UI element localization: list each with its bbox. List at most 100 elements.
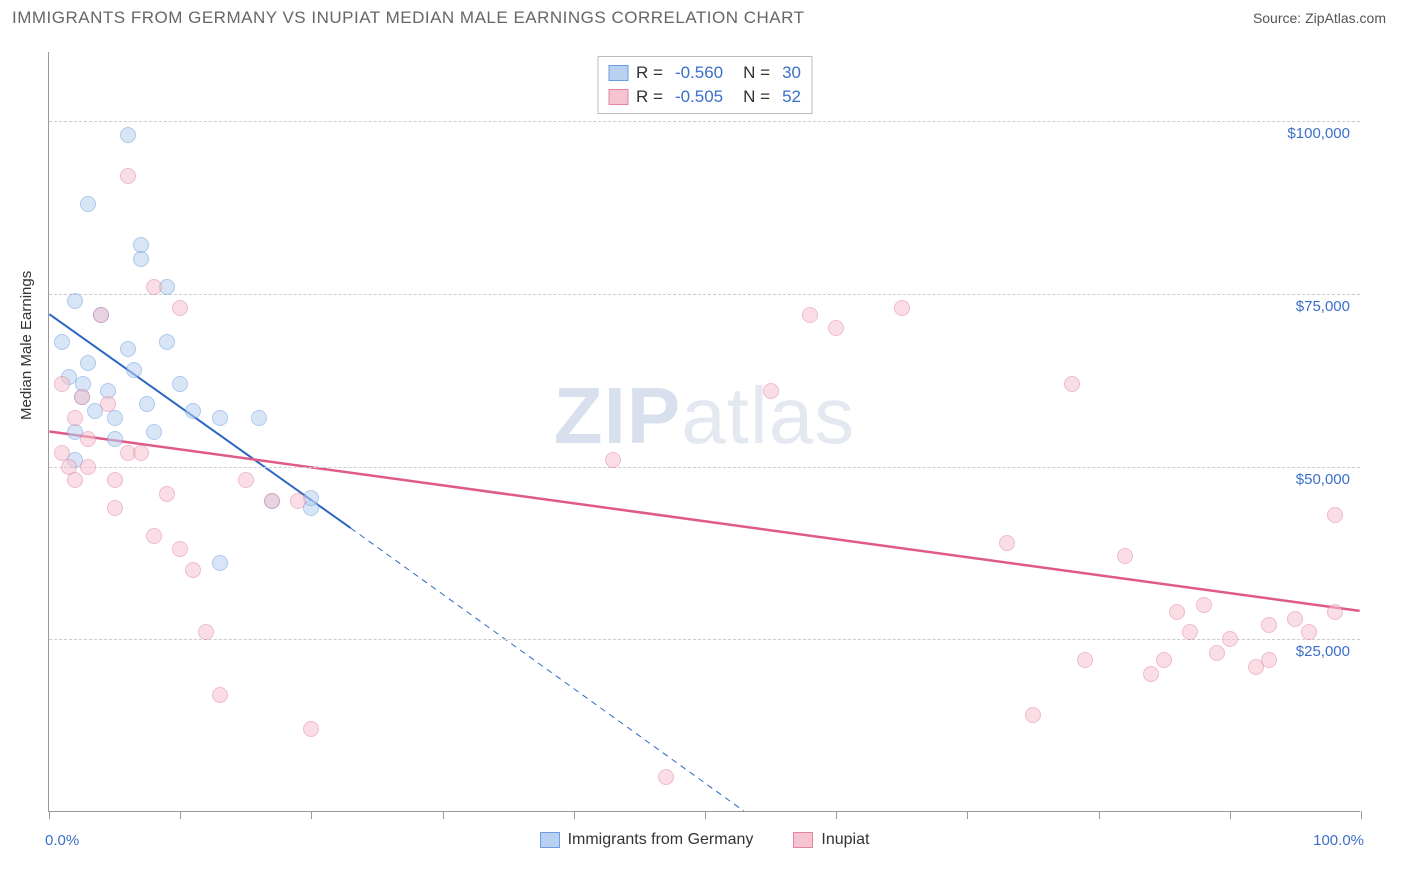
n-label-0: N = — [743, 63, 770, 83]
data-point — [1222, 631, 1238, 647]
data-point — [1182, 624, 1198, 640]
source-value: ZipAtlas.com — [1305, 10, 1386, 26]
gridline — [49, 467, 1360, 468]
legend-item-1: Inupiat — [793, 831, 869, 849]
x-tick — [574, 811, 575, 819]
data-point — [120, 168, 136, 184]
data-point — [658, 769, 674, 785]
y-tick-label: $50,000 — [1296, 471, 1350, 488]
data-point — [605, 452, 621, 468]
data-point — [80, 355, 96, 371]
legend-swatch-0 — [608, 65, 628, 81]
data-point — [172, 300, 188, 316]
data-point — [828, 320, 844, 336]
y-tick-label: $75,000 — [1296, 298, 1350, 315]
data-point — [120, 341, 136, 357]
data-point — [146, 528, 162, 544]
data-point — [185, 562, 201, 578]
data-point — [146, 424, 162, 440]
series-name-0: Immigrants from Germany — [568, 831, 754, 849]
data-point — [172, 376, 188, 392]
x-tick — [180, 811, 181, 819]
data-point — [93, 307, 109, 323]
n-label-1: N = — [743, 87, 770, 107]
data-point — [212, 687, 228, 703]
data-point — [1301, 624, 1317, 640]
data-point — [894, 300, 910, 316]
data-point — [107, 431, 123, 447]
legend-row-series-1: R = -0.505 N = 52 — [608, 85, 801, 109]
x-tick — [1230, 811, 1231, 819]
source-attribution: Source: ZipAtlas.com — [1253, 10, 1386, 26]
r-value-0: -0.560 — [675, 63, 723, 83]
data-point — [107, 500, 123, 516]
data-point — [80, 459, 96, 475]
data-point — [54, 334, 70, 350]
r-label-0: R = — [636, 63, 663, 83]
data-point — [251, 410, 267, 426]
data-point — [999, 535, 1015, 551]
data-point — [1327, 507, 1343, 523]
data-point — [763, 383, 779, 399]
data-point — [238, 472, 254, 488]
correlation-legend: R = -0.560 N = 30 R = -0.505 N = 52 — [597, 56, 812, 114]
legend-item-0: Immigrants from Germany — [540, 831, 754, 849]
data-point — [198, 624, 214, 640]
x-tick — [1099, 811, 1100, 819]
data-point — [1196, 597, 1212, 613]
data-point — [212, 410, 228, 426]
data-point — [159, 486, 175, 502]
data-point — [146, 279, 162, 295]
data-point — [1117, 548, 1133, 564]
data-point — [1169, 604, 1185, 620]
data-point — [1261, 652, 1277, 668]
legend-row-series-0: R = -0.560 N = 30 — [608, 61, 801, 85]
data-point — [212, 555, 228, 571]
gridline — [49, 294, 1360, 295]
data-point — [1025, 707, 1041, 723]
x-tick — [836, 811, 837, 819]
data-point — [133, 237, 149, 253]
data-point — [126, 362, 142, 378]
data-point — [67, 410, 83, 426]
data-point — [74, 389, 90, 405]
r-label-1: R = — [636, 87, 663, 107]
y-tick-label: $100,000 — [1287, 125, 1350, 142]
data-point — [120, 127, 136, 143]
data-point — [1209, 645, 1225, 661]
data-point — [107, 472, 123, 488]
n-value-0: 30 — [782, 63, 801, 83]
data-point — [107, 410, 123, 426]
x-tick — [443, 811, 444, 819]
chart-title: IMMIGRANTS FROM GERMANY VS INUPIAT MEDIA… — [12, 8, 804, 28]
gridline — [49, 121, 1360, 122]
x-tick — [705, 811, 706, 819]
r-value-1: -0.505 — [675, 87, 723, 107]
watermark-part1: ZIP — [554, 371, 681, 460]
data-point — [1077, 652, 1093, 668]
data-point — [802, 307, 818, 323]
series-name-1: Inupiat — [821, 831, 869, 849]
data-point — [80, 431, 96, 447]
legend-swatch-bottom-1 — [793, 832, 813, 848]
chart-header: IMMIGRANTS FROM GERMANY VS INUPIAT MEDIA… — [0, 0, 1406, 32]
data-point — [80, 196, 96, 212]
data-point — [290, 493, 306, 509]
data-point — [54, 376, 70, 392]
source-label: Source: — [1253, 10, 1305, 26]
data-point — [67, 472, 83, 488]
x-axis-max-label: 100.0% — [1313, 832, 1364, 849]
x-tick — [49, 811, 50, 819]
series-legend: 0.0% Immigrants from Germany Inupiat 100… — [49, 831, 1360, 849]
data-point — [67, 293, 83, 309]
n-value-1: 52 — [782, 87, 801, 107]
gridline — [49, 639, 1360, 640]
data-point — [159, 334, 175, 350]
x-axis-min-label: 0.0% — [45, 832, 79, 849]
watermark: ZIPatlas — [554, 370, 855, 462]
data-point — [1064, 376, 1080, 392]
x-tick — [311, 811, 312, 819]
data-point — [100, 396, 116, 412]
data-point — [185, 403, 201, 419]
data-point — [133, 251, 149, 267]
